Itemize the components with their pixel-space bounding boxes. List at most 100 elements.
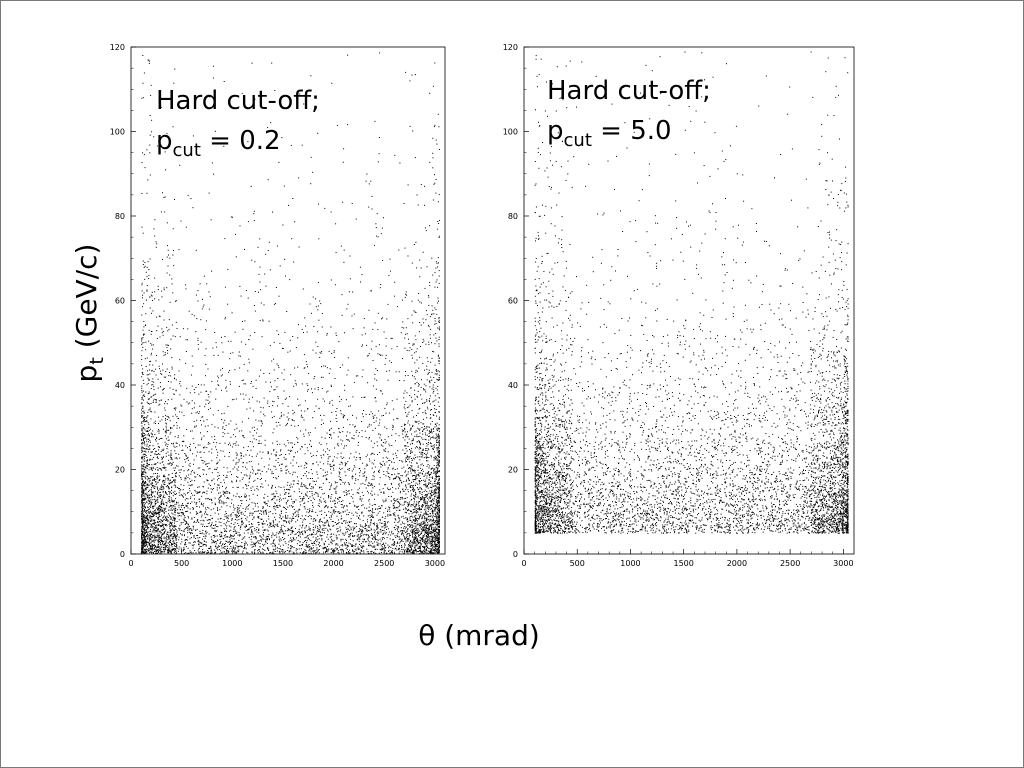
scatter-point bbox=[261, 538, 263, 540]
scatter-point bbox=[431, 409, 432, 410]
scatter-point bbox=[437, 541, 439, 543]
scatter-point bbox=[265, 480, 267, 482]
scatter-point bbox=[422, 472, 423, 474]
scatter-point bbox=[226, 541, 228, 542]
scatter-point bbox=[149, 516, 150, 518]
scatter-point bbox=[285, 454, 287, 455]
scatter-point bbox=[155, 241, 157, 243]
scatter-point bbox=[157, 443, 159, 445]
scatter-point bbox=[250, 460, 252, 462]
scatter-point bbox=[416, 421, 418, 423]
scatter-point bbox=[391, 550, 393, 551]
scatter-point bbox=[396, 528, 398, 530]
scatter-point bbox=[437, 458, 439, 460]
scatter-point bbox=[417, 530, 419, 532]
scatter-point bbox=[179, 427, 181, 429]
scatter-point bbox=[354, 545, 356, 547]
scatter-point bbox=[290, 495, 292, 497]
scatter-point bbox=[377, 353, 379, 355]
scatter-point bbox=[410, 472, 412, 474]
scatter-point bbox=[411, 400, 413, 402]
scatter-point bbox=[149, 435, 150, 437]
scatter-point bbox=[430, 541, 432, 543]
scatter-point bbox=[301, 492, 303, 494]
scatter-point bbox=[425, 524, 427, 525]
scatter-point bbox=[337, 519, 339, 521]
scatter-point bbox=[200, 424, 202, 426]
scatter-point bbox=[163, 536, 165, 538]
scatter-point bbox=[318, 487, 320, 489]
scatter-point bbox=[151, 549, 153, 551]
scatter-point bbox=[251, 502, 253, 504]
scatter-point bbox=[271, 62, 273, 64]
scatter-point bbox=[281, 531, 283, 533]
scatter-point bbox=[274, 466, 276, 468]
scatter-point bbox=[387, 509, 389, 511]
scatter-point bbox=[430, 361, 432, 363]
scatter-point bbox=[168, 538, 170, 540]
scatter-point bbox=[248, 339, 250, 341]
scatter-point bbox=[419, 508, 421, 510]
scatter-point bbox=[359, 533, 361, 535]
scatter-point bbox=[343, 520, 345, 522]
scatter-point bbox=[280, 545, 282, 547]
scatter-point bbox=[245, 290, 247, 292]
scatter-point bbox=[160, 526, 162, 528]
scatter-point bbox=[416, 441, 418, 443]
scatter-point bbox=[150, 519, 152, 521]
scatter-point bbox=[410, 505, 412, 507]
scatter-point bbox=[142, 488, 144, 489]
scatter-point bbox=[388, 412, 390, 414]
scatter-point bbox=[154, 496, 156, 498]
scatter-point bbox=[418, 456, 420, 458]
scatter-point bbox=[222, 435, 224, 437]
scatter-point bbox=[295, 516, 297, 517]
scatter-point bbox=[411, 354, 413, 356]
scatter-point bbox=[411, 526, 413, 528]
scatter-point bbox=[298, 246, 300, 248]
scatter-point bbox=[298, 466, 300, 467]
scatter-point bbox=[428, 426, 430, 428]
scatter-point bbox=[141, 402, 143, 404]
scatter-point bbox=[422, 418, 424, 420]
scatter-point bbox=[212, 414, 214, 416]
scatter-point bbox=[165, 443, 167, 445]
scatter-point bbox=[192, 438, 194, 440]
scatter-point bbox=[368, 423, 370, 425]
scatter-point bbox=[206, 390, 208, 392]
scatter-point bbox=[389, 445, 391, 447]
scatter-point bbox=[230, 216, 232, 218]
scatter-point bbox=[223, 519, 225, 520]
scatter-point bbox=[158, 475, 160, 477]
scatter-point bbox=[422, 431, 423, 432]
scatter-point bbox=[253, 502, 255, 504]
scatter-point bbox=[405, 459, 406, 461]
scatter-point bbox=[341, 461, 343, 463]
scatter-point bbox=[143, 427, 145, 429]
scatter-point bbox=[287, 517, 289, 519]
scatter-point bbox=[381, 227, 383, 229]
scatter-point bbox=[289, 522, 291, 524]
scatter-point bbox=[358, 492, 360, 494]
scatter-point bbox=[193, 315, 195, 317]
scatter-point bbox=[289, 339, 291, 341]
scatter-point bbox=[346, 540, 347, 541]
scatter-point bbox=[409, 545, 411, 547]
scatter-point bbox=[421, 491, 423, 493]
scatter-point bbox=[149, 458, 151, 460]
scatter-point bbox=[171, 278, 173, 280]
scatter-point bbox=[368, 438, 370, 440]
scatter-point bbox=[384, 438, 386, 440]
scatter-point bbox=[323, 365, 325, 367]
scatter-point bbox=[146, 531, 148, 533]
scatter-point bbox=[252, 472, 254, 474]
scatter-point bbox=[152, 492, 154, 494]
scatter-point bbox=[411, 468, 413, 470]
scatter-point bbox=[387, 515, 389, 517]
scatter-point bbox=[321, 436, 323, 438]
scatter-point bbox=[299, 448, 301, 450]
scatter-point bbox=[423, 550, 425, 552]
scatter-point bbox=[198, 552, 200, 554]
scatter-point bbox=[147, 512, 149, 514]
scatter-point bbox=[301, 527, 303, 529]
